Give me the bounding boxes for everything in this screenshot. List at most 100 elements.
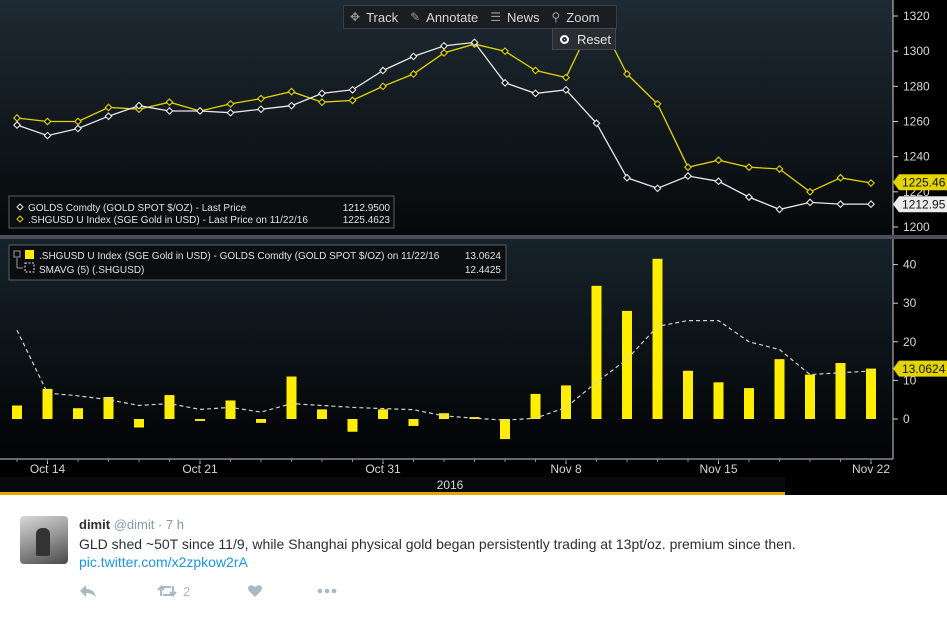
heart-icon bbox=[248, 585, 262, 597]
more-button[interactable] bbox=[317, 588, 337, 594]
chart-toolbar: ✥ Track ✎ Annotate ☰ News ⚲ Zoom bbox=[343, 5, 617, 29]
shgusd-point bbox=[43, 117, 52, 126]
reset-button[interactable]: Reset bbox=[552, 28, 616, 50]
spread-y-tick-label: 10 bbox=[903, 373, 917, 387]
spread-bar bbox=[42, 388, 53, 419]
shgusd-point bbox=[653, 99, 662, 108]
radio-icon bbox=[560, 34, 569, 44]
value-tag-label: 13.0624 bbox=[902, 362, 946, 376]
golds-point bbox=[287, 101, 296, 110]
value-tag-label: 1212.95 bbox=[902, 198, 946, 212]
spread-bar bbox=[225, 400, 236, 419]
spread-last-tag: 13.0624 bbox=[893, 360, 947, 377]
golds-point bbox=[684, 172, 692, 180]
value-tag-label: 1225.46 bbox=[902, 176, 946, 190]
legend-marker bbox=[16, 203, 24, 211]
spread-legend: .SHGUSD U Index (SGE Gold in USD) - GOLD… bbox=[8, 244, 507, 281]
track-button[interactable]: ✥ Track bbox=[350, 9, 399, 25]
spread-bar bbox=[195, 419, 205, 421]
year-label: 2016 bbox=[437, 478, 464, 492]
shgusd-point bbox=[165, 98, 174, 107]
bloomberg-chart: 1200 1220 1240 1260 1280 1300 1320 0 10 20 30 40 Oct… bbox=[0, 0, 947, 495]
value-tag-bg bbox=[893, 196, 947, 213]
spread-bar bbox=[866, 368, 876, 419]
golds-point bbox=[74, 124, 82, 133]
spread-y-tick-label: 20 bbox=[903, 335, 917, 349]
golds-point bbox=[745, 193, 753, 202]
golds-point bbox=[806, 198, 814, 207]
price-y-tick-label: 1320 bbox=[903, 9, 930, 23]
author-handle[interactable]: @dimit bbox=[113, 517, 155, 532]
x-tick-label: Nov 15 bbox=[699, 462, 737, 476]
news-button[interactable]: ☰ News bbox=[490, 9, 540, 25]
price-y-tick-label: 1300 bbox=[903, 44, 930, 58]
shgusd-point bbox=[531, 66, 540, 75]
spread-bar bbox=[774, 359, 785, 419]
spread-y-tick-label: 0 bbox=[903, 412, 910, 426]
legend-collapse bbox=[13, 250, 21, 258]
legend-series-value: 13.0624 bbox=[465, 251, 502, 262]
spread-bar bbox=[317, 409, 327, 419]
golds-point bbox=[867, 200, 875, 209]
pencil-icon: ✎ bbox=[410, 10, 421, 24]
reply-button[interactable] bbox=[79, 584, 157, 598]
spread-bar bbox=[500, 419, 510, 440]
shgusd-point bbox=[806, 187, 814, 196]
spread-bar bbox=[530, 393, 541, 419]
golds-point bbox=[196, 106, 204, 115]
retweet-count: 2 bbox=[183, 583, 191, 599]
golds-point bbox=[257, 105, 265, 114]
shgusd-point bbox=[440, 48, 448, 57]
spread-bar bbox=[622, 310, 632, 419]
shgusd-point bbox=[104, 103, 113, 112]
spread-bar bbox=[73, 408, 83, 419]
shgusd-point bbox=[226, 99, 235, 108]
news-icon: ☰ bbox=[490, 10, 501, 24]
shgusd-point bbox=[836, 173, 845, 182]
legend-series-name: GOLDS Comdty (GOLD SPOT $/OZ) - Last Pri… bbox=[28, 203, 247, 214]
shgusd-point bbox=[379, 82, 387, 91]
tweet-media-link[interactable]: pic.twitter.com/x2zpkow2rA bbox=[79, 554, 248, 570]
spread-bar bbox=[744, 388, 754, 419]
spread-bar bbox=[683, 370, 693, 419]
spread-bar bbox=[805, 374, 815, 419]
reply-icon bbox=[80, 585, 96, 597]
tweet-actions: 2 bbox=[79, 581, 337, 601]
legend-box bbox=[8, 244, 507, 281]
tweet-time[interactable]: · 7 h bbox=[157, 517, 184, 532]
golds-point bbox=[348, 85, 357, 94]
spread-bar bbox=[561, 385, 571, 419]
spread-bar bbox=[164, 395, 175, 419]
legend-series-value: 1225.4623 bbox=[343, 215, 391, 226]
spread-bar bbox=[652, 258, 663, 419]
x-tick-label: Oct 14 bbox=[30, 462, 66, 476]
shgusd-point bbox=[409, 70, 418, 79]
shgusd-point bbox=[287, 87, 296, 96]
legend-series-name: .SHGUSD U Index (SGE Gold in USD) - Last… bbox=[28, 215, 308, 226]
shgusd-point bbox=[318, 98, 326, 107]
x-tick-label: Nov 22 bbox=[852, 462, 890, 476]
author-name[interactable]: dimit bbox=[79, 517, 111, 532]
spread-bar bbox=[256, 419, 266, 423]
golds-point bbox=[409, 52, 418, 61]
golds-point bbox=[165, 106, 174, 115]
zoom-button[interactable]: ⚲ Zoom bbox=[551, 9, 600, 25]
like-button[interactable] bbox=[247, 584, 317, 598]
annotate-button[interactable]: ✎ Annotate bbox=[410, 9, 479, 25]
chart-canvas: 1200122012401260128013001320010203040Oct… bbox=[0, 0, 947, 495]
golds-point bbox=[592, 119, 601, 128]
spread-bar bbox=[591, 285, 602, 419]
legend-series-value: 1212.9500 bbox=[343, 203, 391, 214]
shgusd-point bbox=[623, 70, 631, 79]
golds-point bbox=[43, 131, 52, 140]
spread-bar bbox=[347, 419, 358, 432]
price-y-tick-label: 1240 bbox=[903, 150, 930, 164]
golds-point bbox=[13, 121, 21, 129]
magnifier-icon: ⚲ bbox=[551, 10, 561, 24]
legend-marker bbox=[24, 262, 35, 273]
crosshair-icon: ✥ bbox=[350, 10, 361, 24]
golds-point bbox=[836, 200, 845, 209]
avatar[interactable] bbox=[20, 516, 68, 564]
shgusd-point bbox=[348, 96, 357, 105]
retweet-button[interactable]: 2 bbox=[157, 584, 247, 599]
